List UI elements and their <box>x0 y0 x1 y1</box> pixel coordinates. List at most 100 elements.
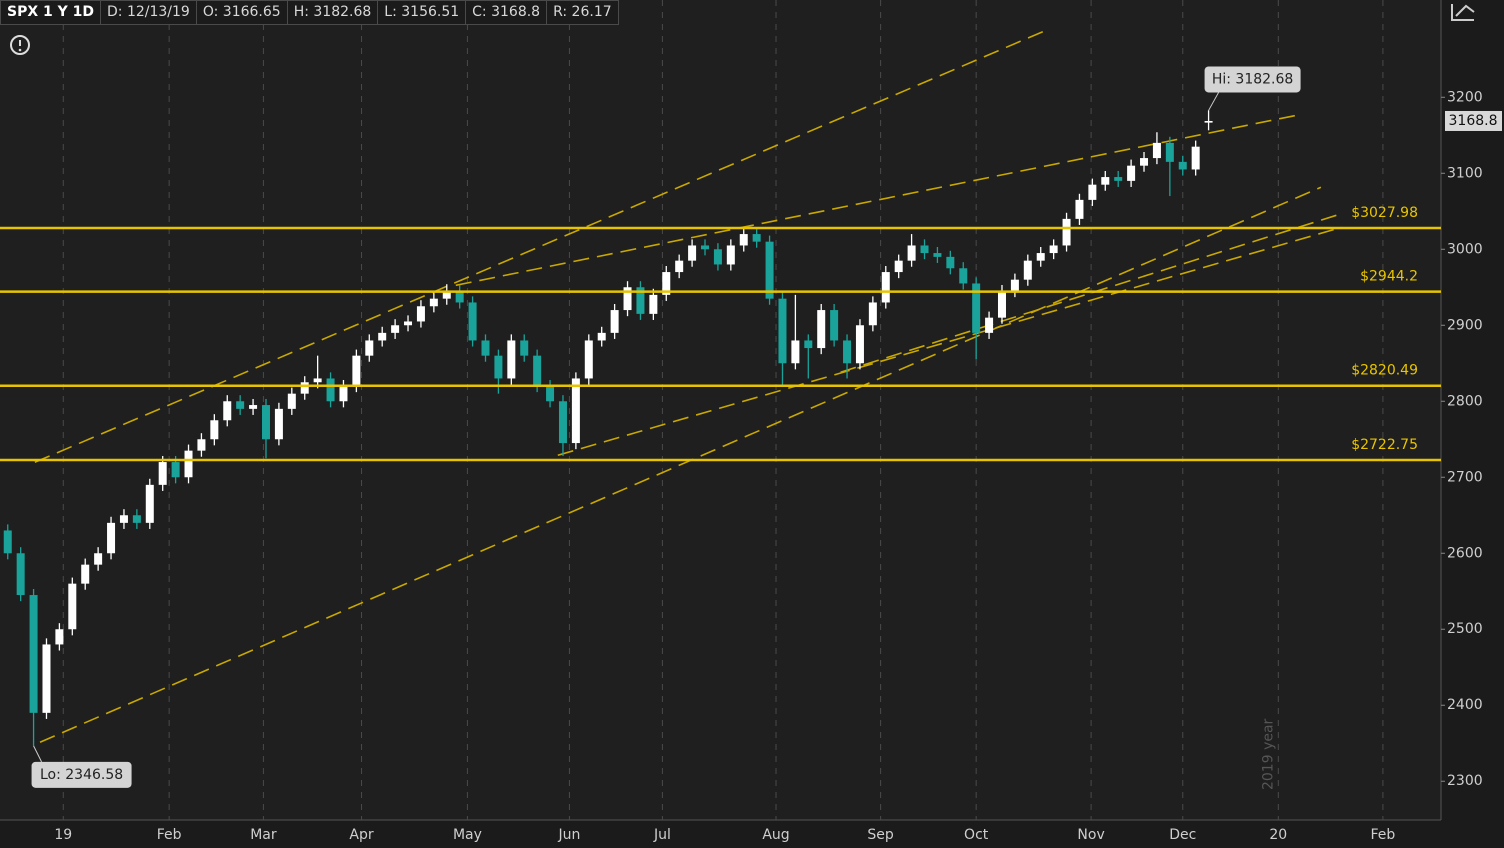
candle-body <box>1075 199 1084 219</box>
candle-body <box>391 325 400 333</box>
callout-pointer <box>33 745 43 763</box>
x-tick-label: Sep <box>867 827 894 843</box>
candle-body <box>94 553 103 565</box>
candle-body <box>726 245 735 265</box>
candle-body <box>1062 218 1071 246</box>
candle-body <box>442 291 451 299</box>
candle-body <box>584 340 593 379</box>
candle-body <box>1101 177 1110 185</box>
candle-body <box>855 325 864 364</box>
x-tick-label: 19 <box>54 827 72 843</box>
candle-body <box>778 298 787 364</box>
candle-body <box>184 450 193 478</box>
candle-body <box>107 522 116 554</box>
candle-body <box>158 462 167 485</box>
candle-body <box>752 234 761 242</box>
candle-body <box>920 245 929 254</box>
candle-body <box>145 484 154 523</box>
candle-body <box>494 355 503 379</box>
x-tick-label: 20 <box>1269 827 1287 843</box>
drawing-tool-icon[interactable] <box>1451 4 1475 21</box>
candle-body <box>1127 165 1136 181</box>
candle-body <box>287 393 296 409</box>
alert-icon[interactable] <box>10 35 30 55</box>
x-tick-label: Apr <box>349 827 373 843</box>
candle-body <box>223 401 232 421</box>
candle-body <box>16 553 25 596</box>
candle-body <box>42 644 51 713</box>
candle-body <box>1178 161 1187 170</box>
candle-body <box>597 332 606 341</box>
candle-body <box>429 298 438 307</box>
header-field: R: 26.17 <box>547 0 619 25</box>
candle-body <box>791 340 800 364</box>
candle-body <box>830 310 839 341</box>
candle-body <box>959 268 968 284</box>
candle-body <box>972 283 981 333</box>
plot-area <box>0 0 1441 820</box>
trendline <box>34 29 1047 464</box>
y-tick-label: 2400 <box>1447 697 1483 713</box>
trendline <box>557 226 1342 457</box>
candle-body <box>765 241 774 299</box>
candle-body <box>907 245 916 261</box>
high-label: Hi: 3182.68 <box>1212 71 1293 87</box>
price-level-label: $3027.98 <box>1351 205 1418 221</box>
candle-body <box>985 317 994 333</box>
candle-body <box>378 332 387 341</box>
price-level-label: $2944.2 <box>1360 269 1418 285</box>
header-field: H: 3182.68 <box>287 0 379 25</box>
x-tick-label: Mar <box>250 827 277 843</box>
x-tick-label: Jun <box>557 827 580 843</box>
candle-body <box>481 340 490 356</box>
candle-body <box>1049 245 1058 254</box>
candle-body <box>843 340 852 364</box>
candle-body <box>894 260 903 273</box>
candle-body <box>533 355 542 387</box>
candle-body <box>1088 184 1097 200</box>
candle-body <box>804 340 813 349</box>
candle-body <box>739 234 748 246</box>
x-tick-label: May <box>453 827 482 843</box>
candle-body <box>713 249 722 265</box>
x-tick-label: Nov <box>1077 827 1104 843</box>
header-field: L: 3156.51 <box>378 0 467 25</box>
candle-body <box>274 408 283 440</box>
candle-body <box>119 515 128 523</box>
header-field: O: 3166.65 <box>196 0 288 25</box>
y-tick-label: 2800 <box>1447 393 1483 409</box>
candle-body <box>946 256 955 269</box>
y-tick-label: 3100 <box>1447 165 1483 181</box>
x-tick-label: Feb <box>1370 827 1395 843</box>
candle-body <box>171 462 180 478</box>
callout-box <box>1204 66 1301 93</box>
year-label: 2019 year <box>1260 718 1276 790</box>
candle-body <box>636 287 645 314</box>
candle-body <box>249 405 258 409</box>
candle-body <box>455 291 464 303</box>
last-price-label: 3168.8 <box>1449 113 1498 129</box>
candle-body <box>817 310 826 349</box>
candle-body <box>507 340 516 379</box>
candle-body <box>300 382 309 394</box>
candle-body <box>365 340 374 356</box>
trendline <box>39 186 1322 743</box>
candle-body <box>546 386 555 402</box>
candle-body <box>997 291 1006 318</box>
candle-body <box>468 302 477 341</box>
candle-body <box>701 245 710 250</box>
y-axis-area <box>1441 0 1504 848</box>
candle-body <box>352 355 361 387</box>
price-level-label: $2722.75 <box>1351 437 1418 453</box>
candle-body <box>662 272 671 295</box>
callout-box <box>31 761 132 788</box>
y-tick-label: 2500 <box>1447 621 1483 637</box>
candle-body <box>261 405 270 440</box>
x-tick-label: Dec <box>1169 827 1196 843</box>
header-field: C: 3168.8 <box>466 0 548 25</box>
candle-body <box>132 515 141 523</box>
candle-body <box>326 378 335 402</box>
candle-body <box>933 253 942 257</box>
